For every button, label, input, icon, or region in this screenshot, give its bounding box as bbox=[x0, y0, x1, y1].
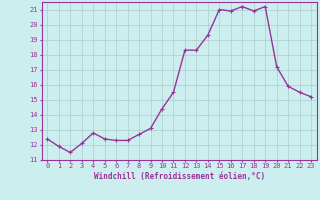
X-axis label: Windchill (Refroidissement éolien,°C): Windchill (Refroidissement éolien,°C) bbox=[94, 172, 265, 181]
